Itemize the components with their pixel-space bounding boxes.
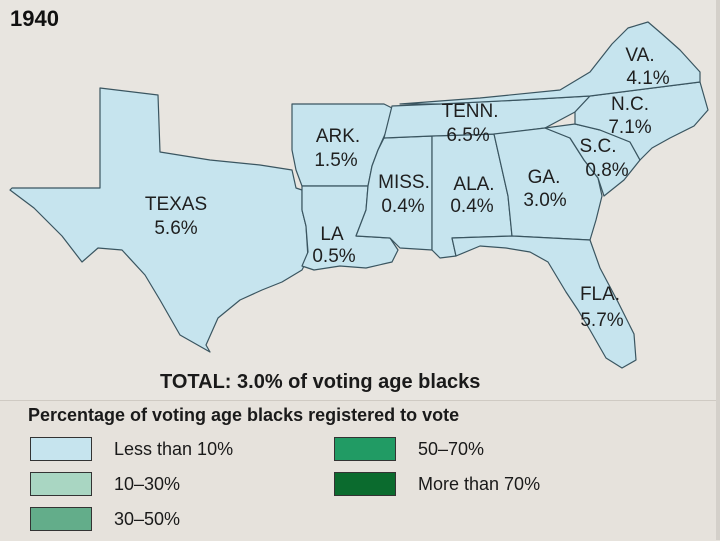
label-tennessee-name: TENN. [442, 101, 499, 122]
legend-label: Less than 10% [114, 439, 234, 459]
legend-title: Percentage of voting age blacks register… [28, 405, 460, 425]
label-mississippi-value: 0.4% [381, 196, 424, 217]
label-florida-name: FLA. [580, 284, 620, 305]
legend-swatch [30, 472, 92, 496]
southern-states-map: TEXAS 5.6% ARK. 1.5% LA 0.5% MISS. 0.4% … [9, 21, 709, 369]
label-mississippi-name: MISS. [378, 172, 430, 193]
legend-swatch [30, 437, 92, 461]
legend-swatch [30, 507, 92, 531]
label-florida-value: 5.7% [580, 310, 623, 331]
state-florida [451, 235, 637, 369]
label-louisiana-value: 0.5% [312, 246, 355, 267]
label-virginia-name: VA. [625, 45, 654, 66]
legend-swatch [334, 437, 396, 461]
legend: Percentage of voting age blacks register… [0, 400, 720, 541]
state-virginia [399, 21, 701, 105]
right-edge-border [716, 0, 720, 540]
map-panel: TEXAS 5.6% ARK. 1.5% LA 0.5% MISS. 0.4% … [0, 0, 720, 400]
label-georgia-name: GA. [528, 167, 561, 188]
legend-label: 30–50% [114, 509, 181, 529]
label-south-carolina-value: 0.8% [585, 160, 628, 181]
label-arkansas-name: ARK. [316, 126, 360, 147]
label-louisiana-name: LA [320, 224, 344, 245]
legend-label: 50–70% [418, 439, 485, 459]
state-texas [9, 87, 309, 353]
map-year-title: 1940 [10, 6, 59, 31]
label-arkansas-value: 1.5% [314, 150, 357, 171]
label-virginia-value: 4.1% [626, 68, 669, 89]
label-alabama-name: ALA. [453, 174, 494, 195]
state-north-carolina [574, 81, 709, 161]
label-georgia-value: 3.0% [523, 190, 566, 211]
label-texas-value: 5.6% [154, 218, 197, 239]
label-tennessee-value: 6.5% [446, 125, 489, 146]
total-caption: TOTAL: 3.0% of voting age blacks [160, 371, 481, 393]
label-north-carolina-name: N.C. [611, 94, 649, 115]
label-alabama-value: 0.4% [450, 196, 493, 217]
label-texas-name: TEXAS [145, 194, 207, 215]
label-north-carolina-value: 7.1% [608, 117, 651, 138]
label-south-carolina-name: S.C. [580, 136, 617, 157]
legend-swatch [334, 472, 396, 496]
legend-label: More than 70% [418, 474, 541, 494]
legend-label: 10–30% [114, 474, 181, 494]
